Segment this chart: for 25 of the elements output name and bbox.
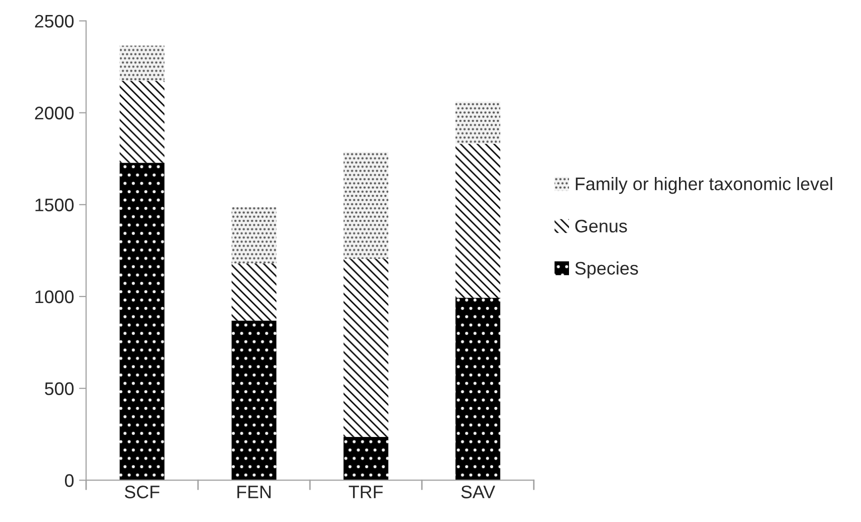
x-tick-label: FEN xyxy=(237,486,271,498)
bar xyxy=(344,436,388,480)
bar xyxy=(232,207,276,264)
y-tick-label: 1500 xyxy=(36,198,74,212)
x-tick-label: TRF xyxy=(348,486,383,498)
bar xyxy=(232,263,276,321)
y-tick-label: 2500 xyxy=(35,14,74,28)
bar xyxy=(344,152,388,259)
y-tick-label: 2000 xyxy=(35,106,74,120)
y-tick-label: 0 xyxy=(64,474,74,487)
x-tick-label: SCF xyxy=(124,486,160,498)
legend-label: Genus xyxy=(575,220,627,232)
bar xyxy=(344,258,388,437)
legend-label: Family or higher taxonomic level xyxy=(576,177,832,194)
bar xyxy=(120,162,164,480)
y-tick-label: 500 xyxy=(44,382,74,396)
x-tick-label: SAV xyxy=(461,486,496,498)
bar xyxy=(455,102,500,144)
bar xyxy=(455,298,500,480)
bar xyxy=(232,320,276,480)
y-tick-label: 1000 xyxy=(36,290,74,304)
bar xyxy=(455,144,500,298)
bar xyxy=(120,46,164,81)
bar xyxy=(120,80,164,163)
legend-label: Species xyxy=(575,261,638,278)
